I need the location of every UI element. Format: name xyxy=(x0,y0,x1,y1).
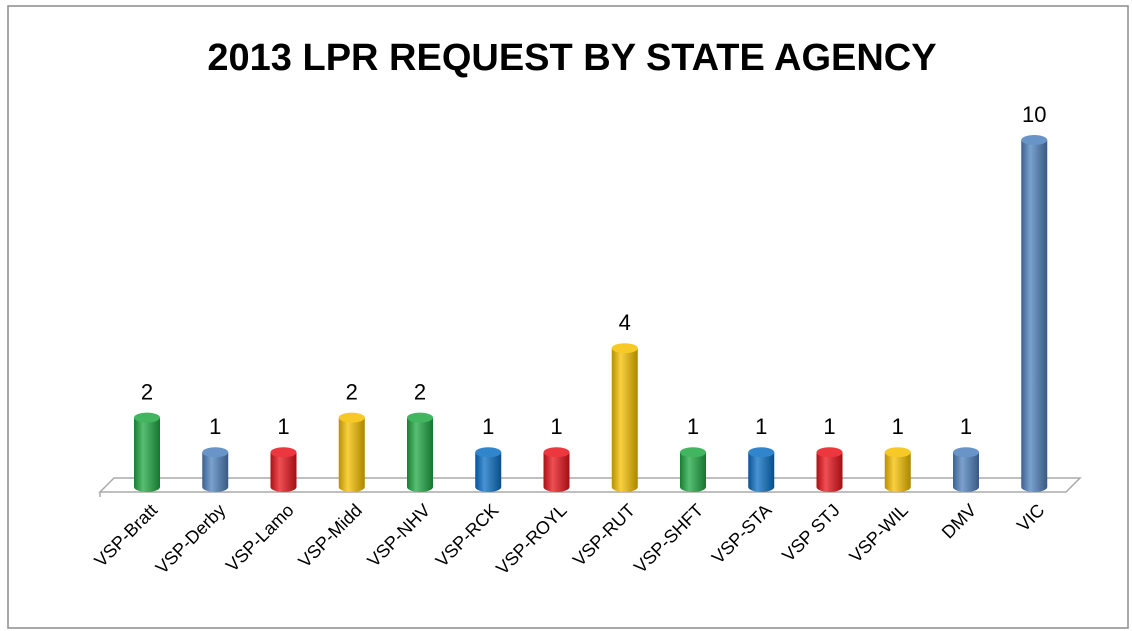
bar-top xyxy=(270,447,297,458)
data-label: 1 xyxy=(482,414,494,439)
data-label: 1 xyxy=(892,414,904,439)
data-label: 1 xyxy=(209,414,221,439)
bar-top xyxy=(611,343,638,354)
bar-top xyxy=(407,412,433,423)
chart-title: 2013 LPR REQUEST BY STATE AGENCY xyxy=(207,37,936,79)
data-label: 2 xyxy=(414,379,426,404)
floor xyxy=(98,477,1082,493)
bar xyxy=(407,417,433,492)
bar xyxy=(611,348,638,492)
bar-top xyxy=(543,447,570,458)
bar xyxy=(748,452,775,492)
data-label: 1 xyxy=(823,414,835,439)
data-label: 2 xyxy=(141,379,153,404)
chart-border xyxy=(7,5,1129,629)
data-label: 1 xyxy=(277,414,289,439)
data-label: 4 xyxy=(619,310,631,335)
data-label: 2 xyxy=(346,379,358,404)
bar-top xyxy=(680,447,706,458)
data-label: 1 xyxy=(687,414,699,439)
bar-top xyxy=(748,447,775,458)
data-label: 1 xyxy=(755,414,767,439)
data-label: 1 xyxy=(550,414,562,439)
bar xyxy=(202,452,229,492)
data-label: 10 xyxy=(1022,102,1046,127)
bar-top xyxy=(134,412,160,423)
data-label: 1 xyxy=(960,414,972,439)
bar xyxy=(816,452,843,492)
bar xyxy=(475,452,502,492)
bar-top xyxy=(338,412,365,423)
bar-top xyxy=(953,447,979,458)
bar xyxy=(884,452,911,492)
bar xyxy=(338,417,365,492)
bar-top xyxy=(816,447,843,458)
bar-top xyxy=(884,447,911,458)
bar xyxy=(680,452,706,492)
bar xyxy=(953,452,979,492)
bar xyxy=(270,452,297,492)
bar xyxy=(543,452,570,492)
bar-top xyxy=(202,447,229,458)
bar-top xyxy=(475,447,502,458)
bar-top xyxy=(1021,135,1048,145)
bar xyxy=(1021,140,1048,492)
bar xyxy=(134,417,160,492)
